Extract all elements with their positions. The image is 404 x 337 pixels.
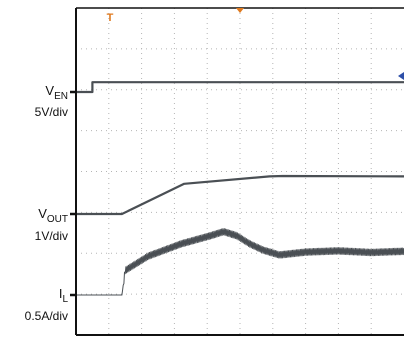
channel-name-main: V bbox=[38, 206, 47, 221]
channel-name-subscript: EN bbox=[54, 91, 68, 102]
trigger-position-marker bbox=[236, 8, 244, 13]
channel-name-subscript: OUT bbox=[47, 214, 68, 225]
plot-grid bbox=[76, 8, 404, 335]
channel-name-label: IL bbox=[59, 286, 69, 305]
channel-name-label: VOUT bbox=[38, 206, 68, 225]
trace-ven bbox=[76, 81, 404, 94]
plot-frame bbox=[75, 7, 404, 336]
channel-scale-label: 1V/div bbox=[35, 229, 68, 243]
channel-name-label: VEN bbox=[45, 83, 68, 102]
trace-il bbox=[76, 228, 404, 296]
channel-name-subscript: L bbox=[62, 294, 68, 305]
channel-name-main: V bbox=[45, 83, 54, 98]
trace-vout bbox=[76, 174, 404, 216]
channel-offset-marker bbox=[398, 72, 404, 80]
channel-scale-label: 5V/div bbox=[35, 105, 68, 119]
channel-name-main: I bbox=[59, 286, 63, 301]
channel-scale-label: 0.5A/div bbox=[25, 309, 68, 323]
trigger-marker: T bbox=[107, 12, 114, 24]
